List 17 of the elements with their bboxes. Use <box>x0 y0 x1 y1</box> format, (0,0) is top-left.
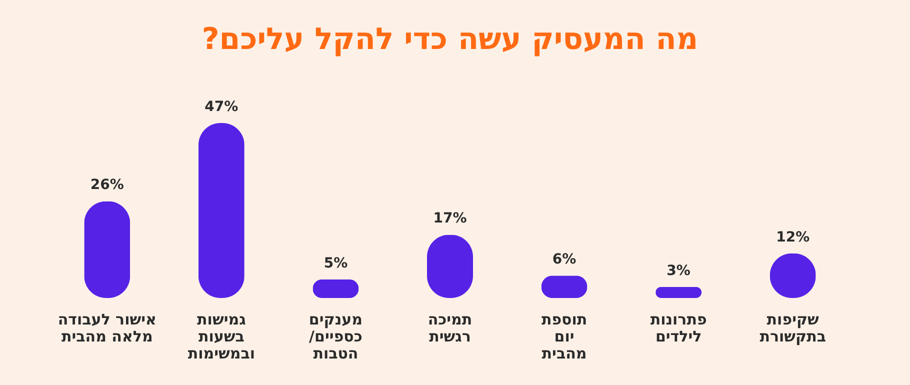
x-tick-label: שקיפות בתקשורת <box>760 310 826 346</box>
data-label: 3% <box>666 262 690 279</box>
bar <box>656 286 702 298</box>
bar <box>198 123 244 298</box>
data-label: 26% <box>90 177 124 194</box>
data-label: 6% <box>552 252 576 268</box>
x-tick-label: גמישות בשעות ובמשימות <box>188 310 256 362</box>
data-label: 5% <box>324 255 348 272</box>
chart-title: מה המעסיק עשה כדי להקל עליכם? <box>202 22 698 57</box>
data-label: 47% <box>204 99 238 115</box>
x-tick-label: פתרונות לילדים <box>650 310 707 346</box>
data-label: 12% <box>776 229 810 246</box>
x-tick-label: מענקים כספיים/ הטבות <box>308 310 362 362</box>
data-label: 17% <box>433 210 467 227</box>
x-tick-label: אישור לעבודה מלאה מהבית <box>58 310 156 346</box>
x-tick-label: תוספת יום מהבית <box>541 310 588 362</box>
x-tick-label: תמיכה רגשית <box>428 310 472 346</box>
